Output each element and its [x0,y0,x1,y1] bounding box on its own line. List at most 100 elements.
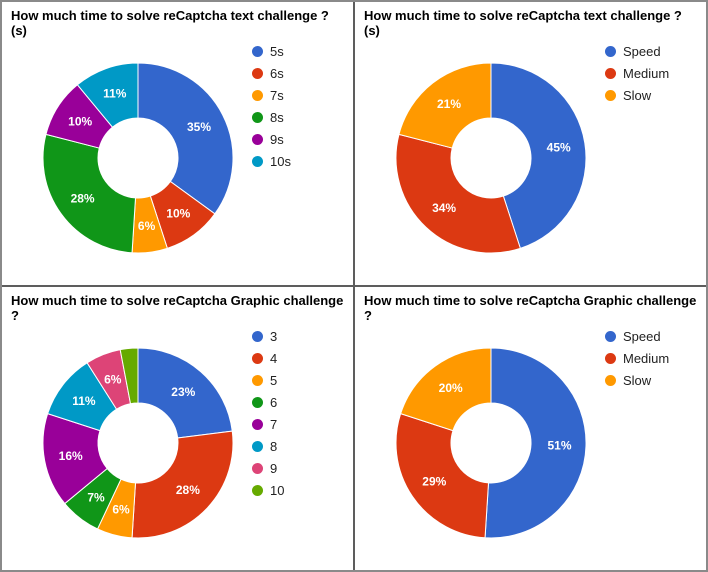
legend-item-8[interactable]: 8 [252,439,284,454]
pie-slice-8s[interactable] [42,133,137,254]
slice-percent-label: 6% [104,373,122,387]
legend-marker-icon [605,90,616,101]
slice-percent-label: 11% [72,394,96,408]
legend-marker-icon [252,331,263,342]
slice-percent-label: 35% [187,120,211,134]
legend-item-6s[interactable]: 6s [252,66,291,81]
legend-marker-icon [252,68,263,79]
legend-item-6[interactable]: 6 [252,395,284,410]
legend-label: 9s [270,132,284,147]
legend-label: 7s [270,88,284,103]
legend-item-Slow[interactable]: Slow [605,88,669,103]
slice-percent-label: 21% [437,97,461,111]
slice-percent-label: 29% [422,475,446,489]
chart-title-graphic-speed: How much time to solve reCaptcha Graphic… [364,293,697,323]
legend-label: 8s [270,110,284,125]
legend-label: 3 [270,329,278,344]
legend-label: 6s [270,66,284,81]
panel-text-challenge-times: How much time to solve reCaptcha text ch… [2,2,353,285]
pie-slice-Slow[interactable] [400,347,492,432]
legend-text-times: 5s 6s 7s 8s 9s 10s [252,44,291,176]
legend-item-9[interactable]: 9 [252,461,284,476]
legend-marker-icon [605,46,616,57]
legend-label: 8 [270,439,278,454]
legend-label: 4 [270,351,278,366]
legend-marker-icon [252,441,263,452]
legend-marker-icon [605,331,616,342]
legend-label: Slow [623,373,652,388]
slice-percent-label: 16% [59,449,83,463]
legend-item-3[interactable]: 3 [252,329,284,344]
slice-percent-label: 51% [547,438,571,452]
legend-label: Medium [623,351,670,366]
legend-marker-icon [605,375,616,386]
legend-marker-icon [252,463,263,474]
slice-percent-label: 6% [112,503,130,517]
legend-item-Medium[interactable]: Medium [605,66,669,81]
legend-marker-icon [252,353,263,364]
legend-item-7[interactable]: 7 [252,417,284,432]
pie-slice-3[interactable] [137,347,233,439]
slice-percent-label: 7% [87,490,105,504]
legend-label: 9 [270,461,278,476]
panel-graphic-challenge-times: How much time to solve reCaptcha Graphic… [2,287,353,570]
donut-chart-text-times: 35% 10% 6% 28% 10% 11% [42,62,234,254]
chart-title-text-times: How much time to solve reCaptcha text ch… [11,8,329,38]
legend-item-10s[interactable]: 10s [252,154,291,169]
chart-title-graphic-times: How much time to solve reCaptcha Graphic… [11,293,344,323]
legend-marker-icon [252,397,263,408]
pie-slice-10s[interactable] [76,62,139,128]
legend-item-9s[interactable]: 9s [252,132,291,147]
legend-label: 5s [270,44,284,59]
legend-label: 6 [270,395,278,410]
pie-slice-10[interactable] [119,347,139,405]
pie-slice-Medium[interactable] [395,133,521,254]
legend-label: 10 [270,483,285,498]
legend-label: 10s [270,154,291,169]
legend-marker-icon [605,353,616,364]
donut-chart-graphic-speed: 51% 29% 20% [395,347,587,539]
slice-percent-label: 20% [439,381,463,395]
legend-graphic-times: 3 4 5 6 7 8 9 10 [252,329,284,505]
pie-slice-5s[interactable] [137,62,234,215]
pie-slice-4[interactable] [131,430,234,539]
donut-chart-text-speed: 45% 34% 21% [395,62,587,254]
legend-label: Speed [623,44,661,59]
legend-item-7s[interactable]: 7s [252,88,291,103]
pie-slice-Slow[interactable] [398,62,492,149]
slice-percent-label: 11% [103,87,127,101]
legend-item-10[interactable]: 10 [252,483,284,498]
legend-marker-icon [252,90,263,101]
slice-percent-label: 28% [176,483,200,497]
legend-item-Slow[interactable]: Slow [605,373,669,388]
legend-item-5[interactable]: 5 [252,373,284,388]
legend-item-Speed[interactable]: Speed [605,44,669,59]
legend-marker-icon [252,156,263,167]
legend-item-Medium[interactable]: Medium [605,351,669,366]
legend-graphic-speed: Speed Medium Slow [605,329,669,395]
legend-item-4[interactable]: 4 [252,351,284,366]
slice-percent-label: 23% [171,385,195,399]
slice-percent-label: 28% [71,192,95,206]
legend-label: 5 [270,373,278,388]
panel-graphic-challenge-speed: How much time to solve reCaptcha Graphic… [355,287,706,570]
slice-percent-label: 6% [138,219,156,233]
chart-title-text-speed: How much time to solve reCaptcha text ch… [364,8,682,38]
slice-percent-label: 34% [432,201,456,215]
legend-marker-icon [252,134,263,145]
legend-item-5s[interactable]: 5s [252,44,291,59]
legend-item-Speed[interactable]: Speed [605,329,669,344]
pie-slice-Speed[interactable] [484,347,587,539]
legend-label: Speed [623,329,661,344]
slice-percent-label: 45% [547,141,571,155]
legend-marker-icon [252,112,263,123]
legend-label: Slow [623,88,652,103]
legend-text-speed: Speed Medium Slow [605,44,669,110]
legend-marker-icon [252,485,263,496]
legend-marker-icon [252,46,263,57]
legend-item-8s[interactable]: 8s [252,110,291,125]
legend-label: Medium [623,66,670,81]
pie-slice-Medium[interactable] [395,413,490,539]
legend-label: 7 [270,417,278,432]
pie-slice-Speed[interactable] [490,62,587,249]
